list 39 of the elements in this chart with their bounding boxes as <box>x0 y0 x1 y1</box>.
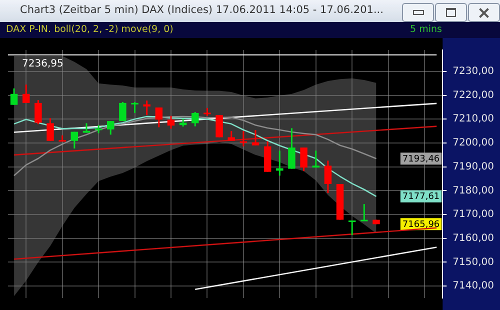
candlestick <box>360 203 368 222</box>
y-tick-label: 7140,00 <box>452 280 494 292</box>
candlestick <box>312 150 320 168</box>
y-tick-label: 7200,00 <box>452 138 494 149</box>
candlestick <box>240 130 248 148</box>
y-tick-label: 7180,00 <box>452 185 494 196</box>
y-tick-label: 7230,00 <box>452 66 494 78</box>
candlestick <box>348 220 356 236</box>
annotation: 7193,46 <box>402 154 440 164</box>
ref-line-label: 7236,95 <box>22 58 64 70</box>
candlestick <box>70 131 78 150</box>
candlestick <box>167 115 175 130</box>
y-tick-label: 7160,00 <box>452 232 494 244</box>
text: 5 mins <box>410 24 442 35</box>
candlestick <box>131 101 138 114</box>
candlestick <box>22 84 30 104</box>
y-tick-label: 7150,00 <box>452 256 494 268</box>
candlestick <box>300 146 308 172</box>
candlestick <box>192 111 199 128</box>
chart-title: Chart3 (Zeitbar 5 min) DAX (Indices) 17.06.2011 14:05 - 17.06.201... <box>20 4 384 16</box>
annotation: 7165,96 <box>402 220 440 230</box>
candlestick <box>228 130 235 142</box>
candlestick <box>119 101 126 122</box>
y-tick-label: 7210,00 <box>452 114 494 125</box>
y-tick-label: 7220,00 <box>452 90 494 101</box>
candlestick <box>34 99 42 125</box>
annotation: 7177,61 <box>402 192 440 202</box>
candlestick <box>46 117 54 142</box>
y-tick-label: 7170,00 <box>452 209 494 220</box>
candlestick <box>10 88 18 106</box>
candlestick <box>252 129 260 146</box>
chart-subtitle: DAX P-IN. boll(20, 2, -2) move(9, 0) <box>6 24 174 35</box>
candlestick <box>288 127 296 170</box>
candlestick <box>107 120 114 136</box>
candlestick <box>155 106 163 128</box>
candlestick <box>324 160 332 194</box>
candlestick <box>143 100 150 116</box>
candlestick <box>216 114 223 138</box>
y-tick-label: 7190,00 <box>452 161 494 172</box>
